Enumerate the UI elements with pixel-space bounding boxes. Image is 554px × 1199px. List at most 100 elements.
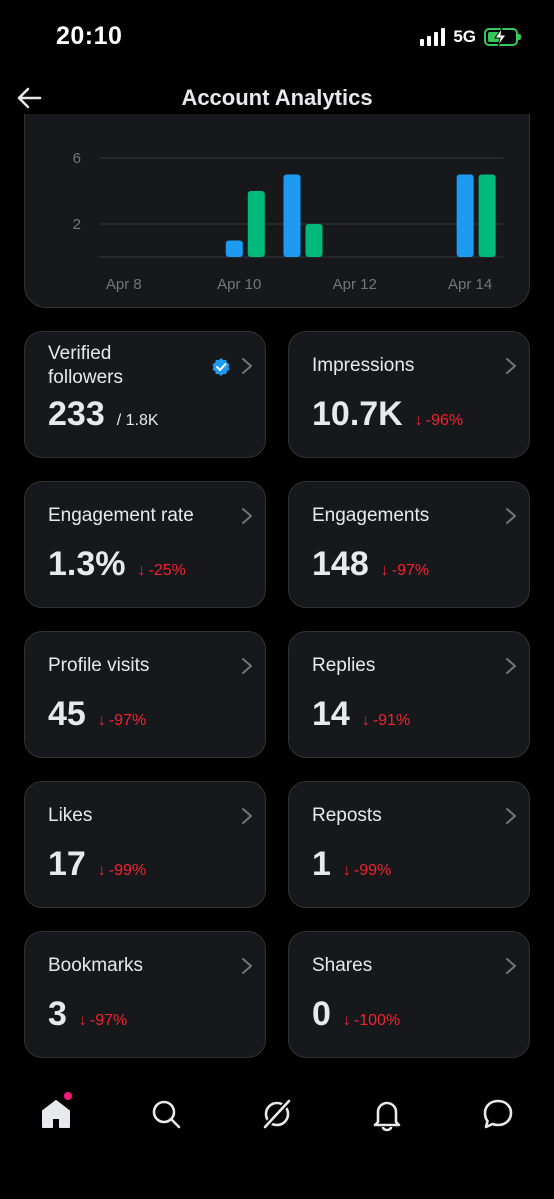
- signal-icon: [420, 28, 446, 46]
- down-arrow-icon: ↓: [137, 562, 146, 579]
- chart-bar: [456, 174, 474, 257]
- tab-bar: [0, 1080, 554, 1150]
- metric-delta: ↓ -97%: [381, 562, 429, 580]
- tab-notifications[interactable]: [369, 1096, 405, 1132]
- metric-card-engagement-rate[interactable]: Engagement rate 1.3% ↓ -25%: [24, 481, 266, 608]
- metric-label: Shares: [312, 955, 373, 976]
- metric-label: Replies: [312, 655, 376, 676]
- down-arrow-icon: ↓: [342, 1012, 351, 1029]
- metric-value-row: 148 ↓ -97%: [312, 545, 429, 584]
- y-tick-label: 2: [73, 216, 81, 233]
- metric-card-likes[interactable]: Likes 17 ↓ -99%: [24, 781, 266, 908]
- back-button[interactable]: [14, 82, 46, 114]
- metric-value: 10.7K: [312, 395, 403, 433]
- metric-delta-value: -97%: [89, 1012, 128, 1029]
- metric-delta-value: -99%: [353, 862, 392, 879]
- metric-value-row: 45 ↓ -97%: [48, 695, 146, 734]
- x-tick-label: Apr 8: [106, 276, 142, 293]
- metric-card-shares[interactable]: Shares 0 ↓ -100%: [288, 931, 530, 1058]
- chevron-right-icon: [242, 958, 252, 974]
- metric-card-profile-visits[interactable]: Profile visits 45 ↓ -97%: [24, 631, 266, 758]
- notification-dot: [64, 1092, 72, 1100]
- chevron-right-icon: [242, 808, 252, 824]
- metric-card-verified-followers[interactable]: Verified followers 233 / 1.8K: [24, 331, 266, 458]
- chevron-right-icon: [506, 958, 516, 974]
- tab-grok[interactable]: [259, 1096, 295, 1132]
- metric-value: 17: [48, 845, 86, 883]
- grok-icon: [262, 1098, 292, 1130]
- chevron-right-icon: [242, 358, 252, 374]
- metric-card-impressions[interactable]: Impressions 10.7K ↓ -96%: [288, 331, 530, 458]
- chart-bar: [283, 174, 301, 257]
- metric-value: 0: [312, 995, 331, 1033]
- metric-value: 45: [48, 695, 86, 733]
- metric-delta: ↓ -97%: [98, 712, 146, 730]
- tab-search[interactable]: [148, 1096, 184, 1132]
- down-arrow-icon: ↓: [342, 862, 351, 879]
- metric-value: 233: [48, 395, 105, 433]
- down-arrow-icon: ↓: [78, 1012, 87, 1029]
- chevron-right-icon: [506, 508, 516, 524]
- metric-delta: ↓ -25%: [138, 562, 186, 580]
- metric-delta-value: -97%: [108, 712, 147, 729]
- chart-bar: [305, 224, 323, 257]
- chevron-right-icon: [242, 508, 252, 524]
- x-tick-label: Apr 14: [448, 276, 492, 293]
- down-arrow-icon: ↓: [380, 562, 389, 579]
- status-indicators: 5G: [420, 25, 521, 49]
- metric-value-row: 233 / 1.8K: [48, 395, 159, 434]
- down-arrow-icon: ↓: [97, 712, 106, 729]
- home-icon: [42, 1100, 70, 1128]
- down-arrow-icon: ↓: [361, 712, 370, 729]
- battery-icon: [484, 27, 521, 47]
- metric-label: Engagements: [312, 505, 430, 526]
- metric-delta-value: -99%: [108, 862, 147, 879]
- status-time: 20:10: [56, 22, 123, 50]
- down-arrow-icon: ↓: [414, 412, 423, 429]
- messages-icon: [483, 1099, 513, 1129]
- metric-value: 1.3%: [48, 545, 126, 583]
- tab-messages[interactable]: [480, 1096, 516, 1132]
- metric-delta-value: -91%: [372, 712, 411, 729]
- metric-label: Reposts: [312, 805, 382, 826]
- tab-home[interactable]: [38, 1092, 74, 1132]
- metric-card-engagements[interactable]: Engagements 148 ↓ -97%: [288, 481, 530, 608]
- network-type: 5G: [453, 27, 476, 46]
- metric-delta-value: -25%: [148, 562, 186, 579]
- metric-label: Impressions: [312, 355, 415, 376]
- metric-delta-value: -96%: [425, 412, 464, 429]
- bar-chart: 6 2 Apr 8 Apr 10 Apr 12 Apr 14: [73, 150, 503, 293]
- metric-total: / 1.8K: [116, 412, 159, 429]
- status-bar: 20:10 5G: [0, 0, 554, 72]
- notifications-icon: [373, 1101, 401, 1132]
- metric-card-replies[interactable]: Replies 14 ↓ -91%: [288, 631, 530, 758]
- metric-value-row: 17 ↓ -99%: [48, 845, 146, 884]
- down-arrow-icon: ↓: [97, 862, 106, 879]
- verified-badge-icon: [212, 358, 230, 376]
- metric-label: Profile visits: [48, 655, 150, 676]
- y-tick-label: 6: [73, 150, 81, 167]
- metric-value-row: 14 ↓ -91%: [312, 695, 410, 734]
- chart-bar: [478, 174, 496, 257]
- metric-delta: ↓ -99%: [343, 862, 391, 880]
- metric-card-bookmarks[interactable]: Bookmarks 3 ↓ -97%: [24, 931, 266, 1058]
- metric-value: 1: [312, 845, 331, 883]
- metric-label: Likes: [48, 805, 93, 826]
- chevron-right-icon: [506, 808, 516, 824]
- metric-delta-value: -100%: [353, 1012, 401, 1029]
- chart-card: 6 2 Apr 8 Apr 10 Apr 12 Apr 14: [24, 114, 530, 308]
- metric-label: Verified followers: [48, 343, 123, 388]
- x-tick-label: Apr 12: [333, 276, 377, 293]
- metric-label: Engagement rate: [48, 505, 194, 526]
- metric-value-row: 0 ↓ -100%: [312, 995, 400, 1034]
- chevron-right-icon: [506, 658, 516, 674]
- metric-delta: ↓ -97%: [79, 1012, 127, 1030]
- x-tick-label: Apr 10: [217, 276, 261, 293]
- metric-value: 3: [48, 995, 67, 1033]
- metric-delta: ↓ -99%: [98, 862, 146, 880]
- chart-bar: [247, 191, 265, 257]
- chevron-right-icon: [506, 358, 516, 374]
- page-title: Account Analytics: [181, 85, 373, 110]
- metric-card-reposts[interactable]: Reposts 1 ↓ -99%: [288, 781, 530, 908]
- header: Account Analytics: [0, 72, 554, 128]
